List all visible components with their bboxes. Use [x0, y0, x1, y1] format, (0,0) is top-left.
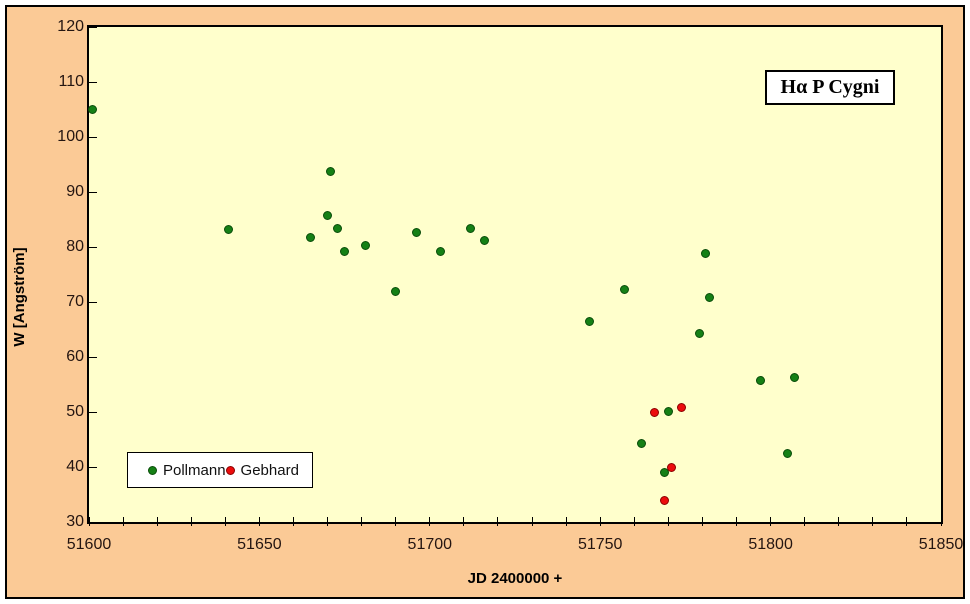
data-point-pollmann	[333, 224, 343, 234]
x-tick-mark	[770, 517, 772, 526]
data-point-pollmann	[340, 247, 350, 257]
y-tick-mark	[89, 81, 97, 83]
y-tick-mark	[89, 521, 97, 523]
x-tick-mark	[804, 517, 806, 526]
y-tick-mark	[89, 301, 97, 303]
y-tick-label: 100	[57, 128, 84, 145]
x-tick-mark	[224, 517, 226, 526]
data-point-pollmann	[360, 241, 370, 251]
x-tick-mark	[872, 517, 874, 526]
x-tick-mark	[463, 517, 465, 526]
x-tick-mark	[258, 517, 260, 526]
x-tick-mark	[327, 517, 329, 526]
pollmann-marker-icon	[148, 465, 157, 475]
y-tick-mark	[89, 356, 97, 358]
y-tick-label: 50	[66, 403, 84, 420]
x-tick-mark	[361, 517, 363, 526]
data-point-pollmann	[224, 224, 234, 234]
gebhard-marker-icon	[225, 465, 235, 475]
legend: Pollmann Gebhard	[127, 452, 313, 488]
y-tick-mark	[89, 466, 97, 468]
data-point-pollmann	[704, 292, 714, 302]
data-point-pollmann	[701, 249, 711, 259]
chart-title-box: Hα P Cygni	[765, 70, 895, 105]
y-tick-label: 70	[66, 293, 84, 310]
plot-area	[87, 25, 943, 524]
data-point-pollmann	[783, 449, 793, 459]
legend-entry-pollmann: Pollmann	[148, 462, 226, 479]
data-point-pollmann	[87, 105, 97, 114]
data-point-pollmann	[755, 375, 765, 385]
x-tick-mark	[667, 517, 669, 526]
data-point-gebhard	[660, 495, 670, 505]
x-tick-mark	[906, 517, 908, 526]
x-tick-label: 51800	[748, 536, 793, 553]
x-tick-mark	[565, 517, 567, 526]
data-point-pollmann	[466, 224, 476, 234]
data-point-pollmann	[636, 439, 646, 449]
data-point-pollmann	[789, 373, 799, 383]
y-tick-label: 110	[58, 73, 84, 90]
y-tick-label: 80	[66, 238, 84, 255]
y-tick-label: 90	[66, 183, 84, 200]
x-tick-mark	[838, 517, 840, 526]
legend-entry-gebhard: Gebhard	[225, 461, 299, 479]
x-tick-mark	[531, 517, 533, 526]
y-tick-mark	[89, 246, 97, 248]
data-point-pollmann	[411, 228, 421, 238]
data-point-pollmann	[326, 167, 336, 177]
data-point-pollmann	[435, 247, 445, 257]
data-point-pollmann	[306, 232, 316, 242]
data-point-pollmann	[391, 286, 401, 296]
data-point-pollmann	[663, 406, 673, 416]
y-tick-label: 120	[57, 18, 84, 35]
x-tick-mark	[940, 517, 942, 526]
data-point-pollmann	[323, 210, 333, 220]
x-tick-mark	[292, 517, 294, 526]
chart-title: Hα P Cygni	[780, 76, 880, 98]
legend-label-gebhard: Gebhard	[240, 461, 299, 479]
y-tick-mark	[89, 136, 97, 138]
x-tick-mark	[701, 517, 703, 526]
y-tick-mark	[89, 26, 97, 28]
data-point-gebhard	[650, 407, 660, 417]
data-point-pollmann	[479, 235, 489, 245]
y-axis-title: W [Angström]	[11, 247, 28, 347]
x-tick-mark	[736, 517, 738, 526]
data-point-pollmann	[660, 468, 670, 477]
x-tick-label: 51650	[237, 536, 282, 553]
x-tick-mark	[497, 517, 499, 526]
y-tick-mark	[89, 411, 97, 413]
x-tick-mark	[599, 517, 601, 526]
x-tick-mark	[88, 517, 90, 526]
x-axis-title: JD 2400000 +	[467, 570, 563, 587]
x-tick-label: 51850	[918, 536, 964, 553]
y-tick-label: 60	[66, 348, 84, 365]
data-point-pollmann	[694, 328, 704, 338]
data-point-gebhard	[677, 403, 687, 413]
y-tick-label: 40	[66, 458, 84, 475]
x-tick-mark	[190, 517, 192, 526]
data-point-pollmann	[585, 316, 595, 326]
x-tick-mark	[395, 517, 397, 526]
x-tick-mark	[156, 517, 158, 526]
y-tick-label: 30	[66, 513, 84, 530]
x-tick-label: 51700	[407, 536, 453, 553]
x-tick-label: 51600	[66, 536, 112, 553]
x-tick-mark	[429, 517, 431, 526]
legend-label-pollmann: Pollmann	[163, 461, 226, 479]
x-tick-mark	[122, 517, 124, 526]
data-point-gebhard	[667, 462, 677, 472]
x-tick-label: 51750	[577, 536, 623, 553]
y-tick-mark	[89, 191, 97, 193]
x-tick-mark	[633, 517, 635, 526]
data-point-pollmann	[619, 285, 629, 295]
